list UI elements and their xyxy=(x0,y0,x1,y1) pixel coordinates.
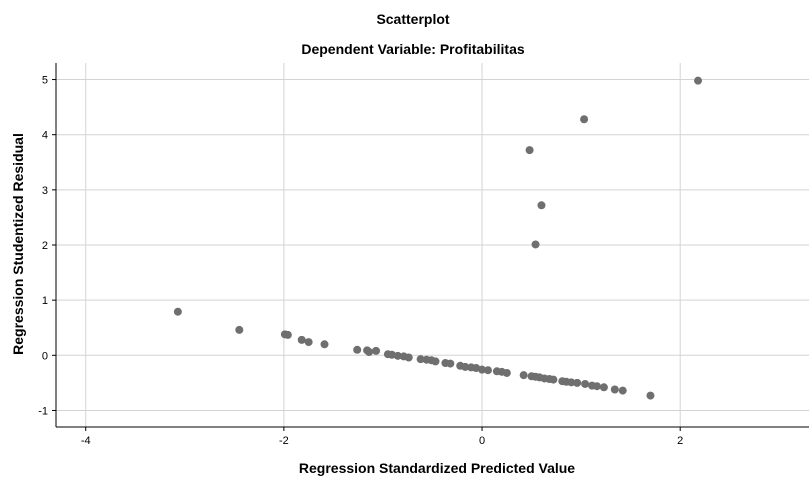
x-tick-label: 0 xyxy=(479,435,485,447)
data-point xyxy=(387,350,396,359)
data-point xyxy=(531,240,540,249)
data-point xyxy=(461,362,470,371)
data-point xyxy=(393,351,402,360)
y-axis-title: Regression Studentized Residual xyxy=(10,133,26,355)
data-point xyxy=(478,365,487,374)
data-point xyxy=(483,366,492,375)
chart-subtitle: Dependent Variable: Profitabilitas xyxy=(301,41,524,57)
data-point xyxy=(431,357,440,366)
data-point xyxy=(404,353,413,362)
data-point xyxy=(283,330,292,339)
y-tick-label: 0 xyxy=(42,350,48,362)
data-point xyxy=(646,391,655,400)
chart-title: Scatterplot xyxy=(376,11,449,27)
data-point xyxy=(567,378,576,387)
data-point xyxy=(519,371,528,380)
data-point xyxy=(365,347,374,356)
data-point xyxy=(573,378,582,387)
x-tick-label: 2 xyxy=(677,435,683,447)
data-point xyxy=(304,338,313,347)
y-tick-label: 3 xyxy=(42,185,48,197)
y-tick-label: 5 xyxy=(42,75,48,87)
y-tick-label: 2 xyxy=(42,240,48,252)
data-point xyxy=(416,355,425,364)
data-point xyxy=(297,335,306,344)
grid-lines xyxy=(56,63,809,427)
data-point xyxy=(525,146,534,155)
data-point xyxy=(446,359,455,368)
y-tick-label: -1 xyxy=(38,405,48,417)
data-point xyxy=(581,379,590,388)
data-point xyxy=(599,383,608,392)
data-point xyxy=(353,345,362,354)
data-point xyxy=(537,201,546,210)
y-tick-label: 1 xyxy=(42,295,48,307)
x-tick-label: -2 xyxy=(279,435,289,447)
data-point xyxy=(235,325,244,334)
tick-labels: -4 -2 0 2 -1 0 1 2 3 4 5 xyxy=(38,75,683,447)
x-axis-title: Regression Standardized Predicted Value xyxy=(299,460,575,476)
data-points xyxy=(173,76,703,400)
data-point xyxy=(618,386,627,395)
data-point xyxy=(580,115,589,124)
axes xyxy=(52,63,809,431)
data-point xyxy=(320,340,329,349)
data-point xyxy=(694,76,703,85)
data-point xyxy=(549,375,558,384)
data-point xyxy=(502,368,511,377)
data-point xyxy=(610,385,619,394)
data-point xyxy=(372,346,381,355)
data-point xyxy=(592,382,601,391)
data-point xyxy=(173,307,182,316)
y-tick-label: 4 xyxy=(42,130,48,142)
x-tick-label: -4 xyxy=(81,435,91,447)
